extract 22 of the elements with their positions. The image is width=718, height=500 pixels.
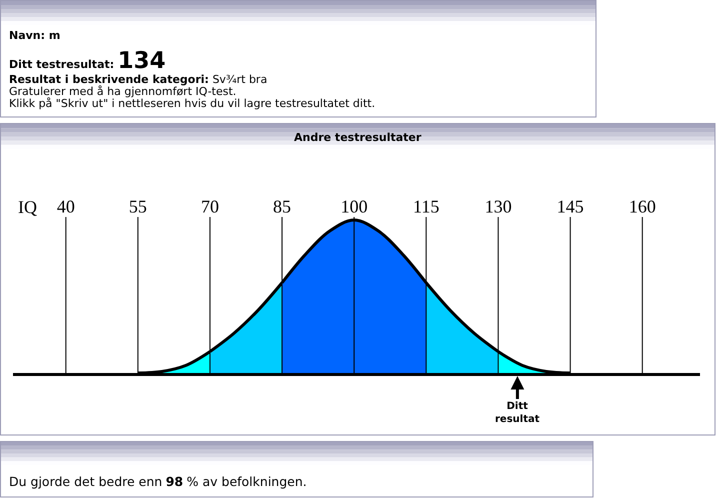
annotation: Ditt resultat [495, 401, 540, 425]
x-tick-label: 115 [412, 196, 440, 216]
text: % av befolkningen. [186, 474, 307, 489]
text: Klikk på "Skriv ut" i nettleseren hvis du vil lagre testresultatet ditt. [9, 97, 376, 110]
chart-title: Andre testresultater [294, 131, 422, 144]
text: Sv¾rt bra [212, 73, 268, 86]
text: Navn: m [9, 29, 60, 42]
x-tick-label: 85 [273, 196, 292, 216]
text: 98 [166, 474, 184, 489]
text: Du gjorde det bedre enn [9, 474, 162, 489]
text: Ditt testresultat: [9, 58, 114, 71]
x-tick-label: 145 [556, 196, 584, 216]
x-tick-label: 160 [628, 196, 656, 216]
text: Resultat i beskrivende kategori: [9, 73, 209, 86]
x-tick-label: 130 [484, 196, 512, 216]
x-tick-label: 100 [340, 196, 368, 216]
x-tick-label: 70 [200, 196, 219, 216]
x-axis-title: IQ [18, 197, 37, 217]
text: 134 [118, 48, 166, 74]
x-tick-label: 40 [56, 196, 75, 216]
text: Gratulerer med å ha gjennomført IQ-test. [9, 85, 236, 98]
x-tick-label: 55 [128, 196, 147, 216]
